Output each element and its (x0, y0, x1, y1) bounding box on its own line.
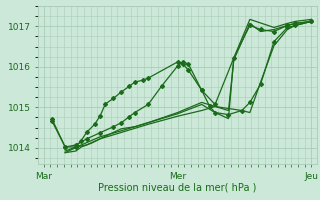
X-axis label: Pression niveau de la mer( hPa ): Pression niveau de la mer( hPa ) (99, 182, 257, 192)
